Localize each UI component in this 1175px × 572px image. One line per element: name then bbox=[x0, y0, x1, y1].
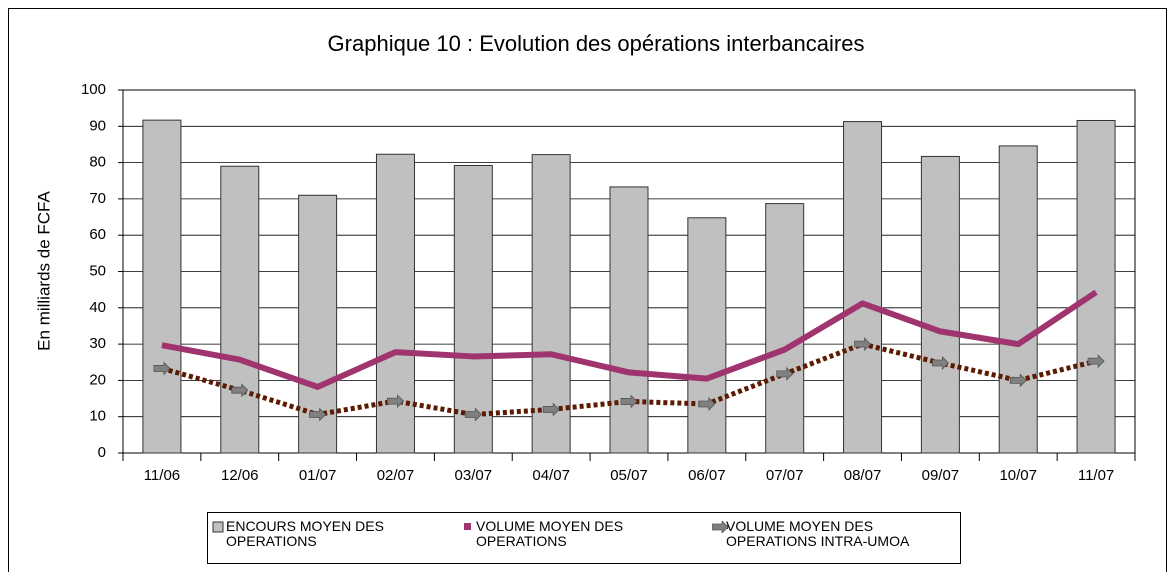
legend-item: ENCOURS MOYEN DES OPERATIONS bbox=[208, 513, 458, 563]
bar bbox=[453, 165, 493, 454]
x-tick-label: 04/07 bbox=[532, 467, 570, 484]
legend-label: ENCOURS MOYEN DES OPERATIONS bbox=[226, 518, 384, 549]
line bbox=[161, 289, 1098, 390]
y-tick-label: 60 bbox=[89, 226, 106, 243]
legend: ENCOURS MOYEN DES OPERATIONS VOLUME MOYEN… bbox=[207, 512, 961, 564]
chart-border bbox=[8, 8, 1167, 572]
y-tick-label: 90 bbox=[89, 117, 106, 134]
legend-label: VOLUME MOYEN DES OPERATIONS INTRA-UMOA bbox=[726, 518, 910, 549]
x-tick-label: 11/06 bbox=[144, 467, 180, 484]
x-tick-label: 12/06 bbox=[221, 467, 259, 484]
bar bbox=[765, 203, 805, 454]
y-tick-label: 20 bbox=[89, 371, 106, 388]
bar bbox=[998, 145, 1038, 454]
marker bbox=[931, 356, 949, 370]
legend-swatch bbox=[212, 521, 224, 533]
bar bbox=[531, 154, 571, 454]
marker bbox=[309, 407, 327, 422]
y-tick-label: 10 bbox=[89, 408, 106, 425]
marker bbox=[464, 407, 482, 422]
marker bbox=[231, 383, 249, 398]
marker bbox=[620, 394, 638, 409]
marker bbox=[854, 337, 872, 352]
x-tick-label: 05/07 bbox=[610, 467, 648, 484]
x-tick-label: 01/07 bbox=[299, 467, 337, 484]
y-tick-label: 100 bbox=[81, 81, 106, 98]
bar bbox=[1076, 119, 1116, 454]
bar bbox=[220, 165, 260, 454]
marker bbox=[153, 361, 171, 376]
marker bbox=[542, 402, 560, 417]
legend-item: VOLUME MOYEN DES OPERATIONS INTRA-UMOA bbox=[708, 513, 958, 563]
marker bbox=[776, 366, 794, 381]
bar bbox=[687, 217, 727, 454]
marker bbox=[698, 397, 716, 411]
x-tick-label: 09/07 bbox=[922, 467, 960, 484]
bar bbox=[843, 121, 883, 454]
legend-item: VOLUME MOYEN DES OPERATIONS bbox=[458, 513, 708, 563]
y-tick-label: 80 bbox=[89, 154, 106, 171]
x-tick-label: 02/07 bbox=[377, 467, 415, 484]
bar bbox=[375, 153, 415, 454]
y-tick-label: 50 bbox=[89, 262, 106, 279]
x-tick-label: 07/07 bbox=[766, 467, 804, 484]
y-tick-label: 0 bbox=[98, 444, 106, 461]
x-tick-label: 10/07 bbox=[999, 467, 1037, 484]
y-tick-label: 70 bbox=[89, 190, 106, 207]
x-tick-label: 11/07 bbox=[1078, 467, 1114, 484]
y-tick-label: 40 bbox=[89, 299, 106, 316]
y-axis-label: En milliards de FCFA bbox=[34, 191, 53, 351]
x-tick-label: 08/07 bbox=[844, 467, 882, 484]
chart-title: Graphique 10 : Evolution des opérations … bbox=[328, 31, 865, 56]
y-tick-label: 30 bbox=[89, 335, 106, 352]
legend-swatch bbox=[712, 521, 729, 533]
x-tick-label: 03/07 bbox=[455, 467, 493, 484]
legend-swatch bbox=[464, 523, 471, 530]
marker bbox=[387, 394, 405, 409]
legend-label: VOLUME MOYEN DES OPERATIONS bbox=[476, 518, 624, 549]
marker bbox=[1087, 354, 1105, 369]
bar bbox=[920, 155, 960, 454]
x-tick-label: 06/07 bbox=[688, 467, 726, 484]
bar bbox=[609, 186, 649, 454]
bar bbox=[142, 119, 182, 454]
marker bbox=[1009, 373, 1027, 388]
